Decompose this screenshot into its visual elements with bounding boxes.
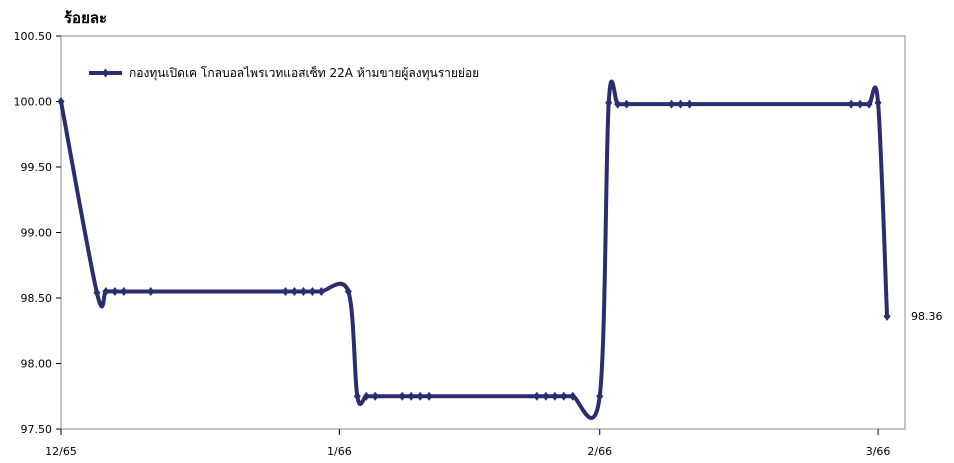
data-point-marker bbox=[308, 286, 316, 296]
data-point-marker bbox=[407, 391, 415, 401]
data-point-marker bbox=[569, 391, 577, 401]
data-point-marker bbox=[686, 99, 694, 109]
series-group bbox=[57, 79, 891, 420]
y-tick-label: 97.50 bbox=[21, 423, 53, 436]
y-tick-label: 100.50 bbox=[14, 30, 53, 43]
data-point-marker bbox=[290, 286, 298, 296]
data-point-marker bbox=[614, 99, 622, 109]
data-point-marker bbox=[281, 286, 289, 296]
data-point-marker bbox=[93, 288, 101, 298]
y-axis-title: ร้อยละ bbox=[64, 9, 107, 27]
legend-label: กองทุนเปิดเค โกลบอลไพรเวทแอสเซ็ท 22A ห้า… bbox=[129, 65, 479, 81]
data-point-marker bbox=[398, 391, 406, 401]
data-point-marker bbox=[416, 391, 424, 401]
y-tick-label: 98.00 bbox=[21, 358, 53, 371]
y-tick-label: 100.00 bbox=[14, 96, 53, 109]
legend: กองทุนเปิดเค โกลบอลไพรเวทแอสเซ็ท 22A ห้า… bbox=[89, 65, 479, 81]
data-point-marker bbox=[299, 286, 307, 296]
data-point-marker bbox=[560, 391, 568, 401]
x-axis: 12/65 1/66 2/66 3/66 bbox=[45, 429, 890, 458]
data-point-marker bbox=[668, 99, 676, 109]
y-axis: 100.50 100.00 99.50 99.00 98.50 98.00 97.50 bbox=[14, 30, 61, 436]
data-point-marker bbox=[111, 286, 119, 296]
data-point-marker bbox=[102, 286, 110, 296]
data-point-marker bbox=[344, 286, 352, 296]
data-point-marker bbox=[317, 286, 325, 296]
data-point-marker bbox=[353, 391, 361, 401]
data-point-marker bbox=[542, 391, 550, 401]
data-point-marker bbox=[120, 286, 128, 296]
data-point-marker bbox=[856, 99, 864, 109]
data-point-marker bbox=[147, 286, 155, 296]
x-tick-label: 3/66 bbox=[866, 445, 891, 458]
data-point-marker bbox=[874, 98, 882, 108]
legend-marker bbox=[102, 68, 109, 78]
data-point-marker bbox=[362, 391, 370, 401]
plot-area bbox=[60, 35, 906, 430]
x-tick-label: 2/66 bbox=[587, 445, 612, 458]
series-line bbox=[59, 79, 890, 420]
y-tick-label: 99.00 bbox=[21, 227, 53, 240]
data-point-marker bbox=[596, 391, 604, 401]
data-point-marker bbox=[865, 99, 873, 109]
y-tick-label: 98.50 bbox=[21, 292, 53, 305]
data-point-marker bbox=[677, 99, 685, 109]
x-tick-label: 12/65 bbox=[45, 445, 77, 458]
data-point-marker bbox=[533, 391, 541, 401]
end-value-label: 98.36 bbox=[911, 310, 943, 323]
data-point-marker bbox=[605, 98, 613, 108]
data-point-marker bbox=[371, 391, 379, 401]
data-point-marker bbox=[847, 99, 855, 109]
data-point-marker bbox=[623, 99, 631, 109]
data-point-marker bbox=[883, 311, 891, 321]
data-point-marker bbox=[57, 97, 65, 106]
x-tick-label: 1/66 bbox=[327, 445, 352, 458]
data-point-marker bbox=[425, 391, 433, 401]
data-point-marker bbox=[551, 391, 559, 401]
y-tick-label: 99.50 bbox=[21, 161, 53, 174]
